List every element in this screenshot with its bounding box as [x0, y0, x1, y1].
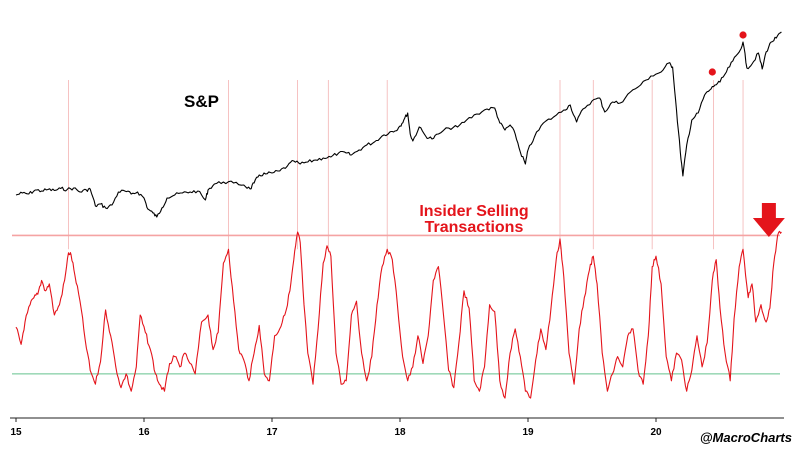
guide-lines [68, 80, 744, 250]
sp-price-line [15, 31, 782, 218]
x-tick-label: 16 [138, 427, 150, 438]
down-arrow-shape [752, 203, 785, 237]
credit-watermark: @MacroCharts [700, 430, 792, 445]
peak-marker [708, 68, 716, 76]
peak-marker [739, 31, 747, 39]
sp-peak-markers [708, 31, 747, 76]
down-arrow-icon [752, 203, 785, 237]
sp-series-label: S&P [184, 92, 219, 111]
x-tick-label: 15 [10, 427, 22, 438]
x-tick-label: 17 [266, 427, 278, 438]
insider-label-line-1: Insider Selling [419, 203, 528, 220]
x-tick-label: 20 [650, 427, 662, 438]
x-axis-ticks: 15 16 17 18 19 20 [10, 418, 662, 438]
x-tick-label: 19 [522, 427, 534, 438]
insider-selling-line [15, 230, 782, 399]
x-tick-label: 18 [394, 427, 406, 438]
insider-label-line-2: Transactions [425, 219, 524, 236]
